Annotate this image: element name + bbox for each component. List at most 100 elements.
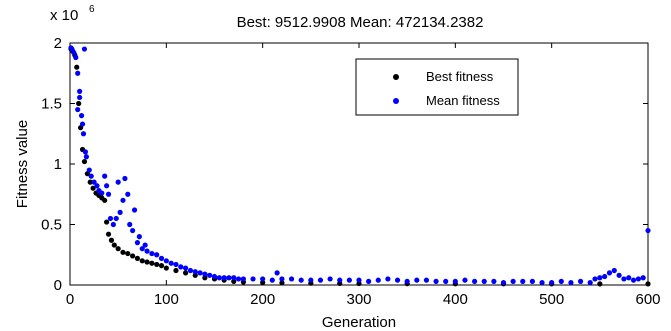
mean-fitness-point <box>626 275 632 281</box>
mean-fitness-point <box>630 277 637 283</box>
mean-fitness-point <box>433 278 439 284</box>
mean-fitness-point <box>568 279 574 286</box>
mean-fitness-point <box>122 175 128 182</box>
mean-fitness-point <box>88 173 94 179</box>
y-tick-label: 2 <box>54 35 62 52</box>
mean-fitness-point <box>529 278 536 284</box>
best-fitness-point <box>149 260 155 266</box>
mean-fitness-point <box>520 278 526 284</box>
legend-mean-marker <box>393 98 399 104</box>
mean-fitness-point <box>77 94 83 101</box>
mean-fitness-point <box>606 270 613 276</box>
mean-fitness-point <box>79 121 86 127</box>
mean-fitness-point <box>149 250 155 257</box>
mean-fitness-point <box>144 248 150 254</box>
best-fitness-point <box>125 250 131 257</box>
y-tick-label: 0.5 <box>41 217 62 234</box>
mean-fitness-point <box>183 265 189 271</box>
mean-fitness-point <box>385 276 391 282</box>
best-fitness-point <box>279 280 285 286</box>
mean-fitness-point <box>327 276 333 282</box>
mean-fitness-point <box>168 260 174 266</box>
best-fitness-point <box>102 197 108 203</box>
mean-fitness-point <box>71 50 77 56</box>
mean-fitness-point <box>288 276 295 282</box>
best-fitness-point <box>111 242 117 248</box>
best-fitness-point <box>260 279 266 286</box>
mean-fitness-point <box>86 167 92 173</box>
mean-fitness-point <box>81 46 88 52</box>
best-fitness-point <box>104 219 110 225</box>
x-axis-label: Generation <box>322 314 396 331</box>
mean-fitness-point <box>110 221 116 228</box>
mean-fitness-point <box>539 279 545 286</box>
best-fitness-point <box>87 179 93 185</box>
mean-fitness-point <box>645 227 651 234</box>
mean-fitness-point <box>134 240 141 246</box>
mean-fitness-point <box>83 154 89 160</box>
mean-fitness-point <box>337 277 343 283</box>
mean-fitness-point <box>154 252 160 258</box>
legend-best-marker <box>393 74 399 80</box>
mean-fitness-point <box>221 275 227 281</box>
mean-fitness-point <box>414 277 420 283</box>
mean-fitness-point <box>77 88 83 94</box>
best-fitness-point <box>76 100 82 107</box>
mean-fitness-point <box>94 183 100 189</box>
legend: Best fitness Mean fitness <box>355 58 519 116</box>
best-fitness-point <box>597 281 603 287</box>
y-exponent-label: x 10 <box>50 7 78 24</box>
chart-title: Best: 9512.9908 Mean: 472134.2382 <box>237 14 484 31</box>
mean-fitness-point <box>117 209 123 215</box>
mean-fitness-point <box>269 277 275 283</box>
best-fitness-point <box>130 253 136 259</box>
mean-fitness-point <box>75 106 81 113</box>
mean-fitness-point <box>142 242 148 248</box>
mean-fitness-point <box>500 279 507 286</box>
best-fitness-point <box>115 246 121 252</box>
mean-fitness-point <box>163 258 169 264</box>
mean-fitness-point <box>178 264 184 270</box>
mean-fitness-point <box>78 113 85 119</box>
best-fitness-point <box>163 265 169 271</box>
mean-fitness-point <box>597 275 603 281</box>
y-tick-label: 0 <box>54 277 62 294</box>
mean-fitness-point <box>75 70 81 76</box>
mean-fitness-point <box>207 272 213 278</box>
y-tick-label: 1.5 <box>41 96 62 113</box>
mean-fitness-point <box>131 207 138 213</box>
best-fitness-point <box>120 249 126 255</box>
best-fitness-point <box>74 64 80 70</box>
y-exponent-value: 6 <box>89 4 95 15</box>
mean-fitness-point <box>279 276 285 282</box>
mean-fitness-point <box>452 278 458 284</box>
mean-fitness-point <box>616 272 622 278</box>
mean-fitness-point <box>158 255 165 261</box>
mean-fitness-point <box>317 277 324 283</box>
mean-fitness-point <box>91 179 97 185</box>
mean-fitness-point <box>211 273 218 280</box>
mean-fitness-point <box>260 276 266 282</box>
mean-fitness-point <box>80 131 87 137</box>
best-fitness-point <box>81 158 88 165</box>
best-fitness-point <box>202 275 208 281</box>
best-fitness-point <box>105 231 112 237</box>
y-tick-label: 1 <box>54 156 62 173</box>
x-tick-label: 200 <box>250 291 275 308</box>
mean-fitness-point <box>130 227 136 234</box>
mean-fitness-point <box>375 277 381 283</box>
best-fitness-point <box>139 258 145 264</box>
mean-fitness-point <box>621 276 627 282</box>
mean-fitness-point <box>481 278 487 284</box>
mean-fitness-point <box>491 278 497 284</box>
mean-fitness-point <box>104 183 110 189</box>
mean-fitness-point <box>611 267 617 274</box>
mean-fitness-point <box>308 277 314 283</box>
mean-fitness-point <box>120 197 126 203</box>
mean-fitness-point <box>235 276 242 282</box>
best-fitness-point <box>183 270 189 276</box>
legend-box <box>355 58 519 116</box>
mean-fitness-point <box>73 54 79 61</box>
legend-best-label: Best fitness <box>426 69 494 84</box>
mean-fitness-point <box>102 173 108 179</box>
